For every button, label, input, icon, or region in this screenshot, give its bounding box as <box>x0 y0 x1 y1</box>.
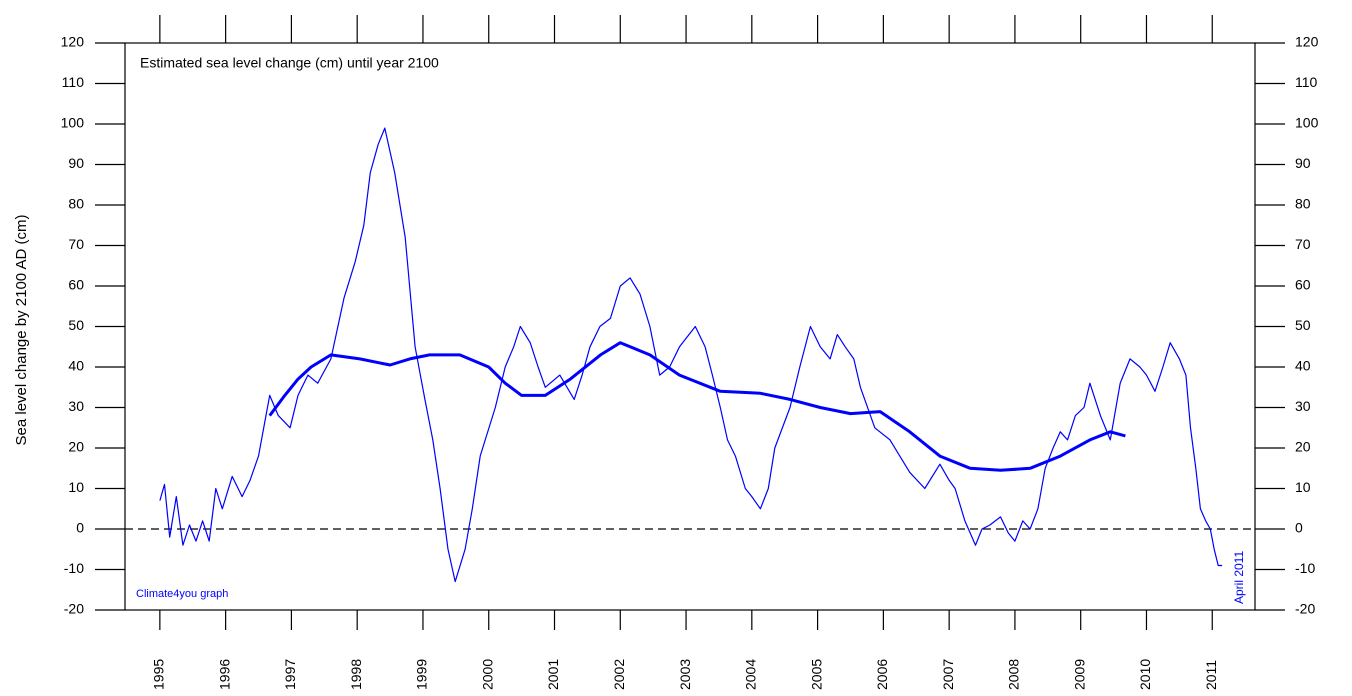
annotation: Estimated sea level change (cm) until ye… <box>140 55 439 71</box>
y-tick-label: 20 <box>68 439 84 455</box>
x-tick-label: 2009 <box>1071 659 1087 690</box>
y2-tick-label: 50 <box>1295 317 1311 333</box>
plot-frame <box>124 42 1256 611</box>
y2-tick-label: 60 <box>1295 277 1311 293</box>
y-tick-label: 0 <box>76 520 84 536</box>
y2-tick-label: -20 <box>1295 601 1315 617</box>
credit: Climate4you graph <box>136 588 228 600</box>
y2-tick-label: 40 <box>1295 358 1311 374</box>
y2-tick-label: 10 <box>1295 479 1311 495</box>
y-tick-label: 30 <box>68 398 84 414</box>
x-tick-label: 1996 <box>216 659 232 690</box>
x-tick-label: 1999 <box>414 659 430 690</box>
y-tick-label: -10 <box>64 560 84 576</box>
x-tick-label: 1995 <box>151 659 167 690</box>
y2-tick-label: -10 <box>1295 560 1315 576</box>
y2-tick-label: 110 <box>1295 74 1318 90</box>
x-tick-label: 1997 <box>282 659 298 690</box>
y-tick-label: 100 <box>61 115 85 131</box>
x-tick-label: 2000 <box>479 659 495 690</box>
x-tick-label: 2011 <box>1203 660 1219 690</box>
y-tick-label: 60 <box>68 277 84 293</box>
y-tick-label: 70 <box>68 236 84 252</box>
y-tick-label: 80 <box>68 196 84 212</box>
x-tick-label: 2006 <box>874 659 890 690</box>
y-axis-label: Sea level change by 2100 AD (cm) <box>13 215 30 446</box>
y2-tick-label: 80 <box>1295 196 1311 212</box>
x-tick-label: 2005 <box>808 659 824 690</box>
y2-tick-label: 120 <box>1295 34 1319 50</box>
y2-tick-label: 20 <box>1295 439 1311 455</box>
y-tick-label: 10 <box>68 479 84 495</box>
series-line <box>159 127 1223 583</box>
y2-tick-label: 30 <box>1295 398 1311 414</box>
y2-tick-label: 0 <box>1295 520 1303 536</box>
x-tick-label: 2007 <box>940 659 956 690</box>
y-tick-label: 120 <box>61 34 85 50</box>
y-tick-label: 50 <box>68 317 84 333</box>
y-tick-label: 90 <box>68 155 84 171</box>
date-note: April 2011 <box>1232 551 1246 604</box>
x-tick-label: 2002 <box>611 659 627 690</box>
x-tick-label: 1998 <box>348 659 364 690</box>
y2-tick-label: 100 <box>1295 115 1319 131</box>
y2-tick-label: 90 <box>1295 155 1311 171</box>
x-tick-label: 2010 <box>1137 659 1153 690</box>
y-tick-label: 110 <box>62 74 85 90</box>
y2-tick-label: 70 <box>1295 236 1311 252</box>
y-tick-label: 40 <box>68 358 84 374</box>
x-tick-label: 2001 <box>545 659 561 690</box>
x-tick-label: 2003 <box>677 659 693 690</box>
x-tick-label: 2008 <box>1006 659 1022 690</box>
y-tick-label: -20 <box>64 601 84 617</box>
x-tick-label: 2004 <box>743 659 759 690</box>
series-line <box>268 341 1126 472</box>
